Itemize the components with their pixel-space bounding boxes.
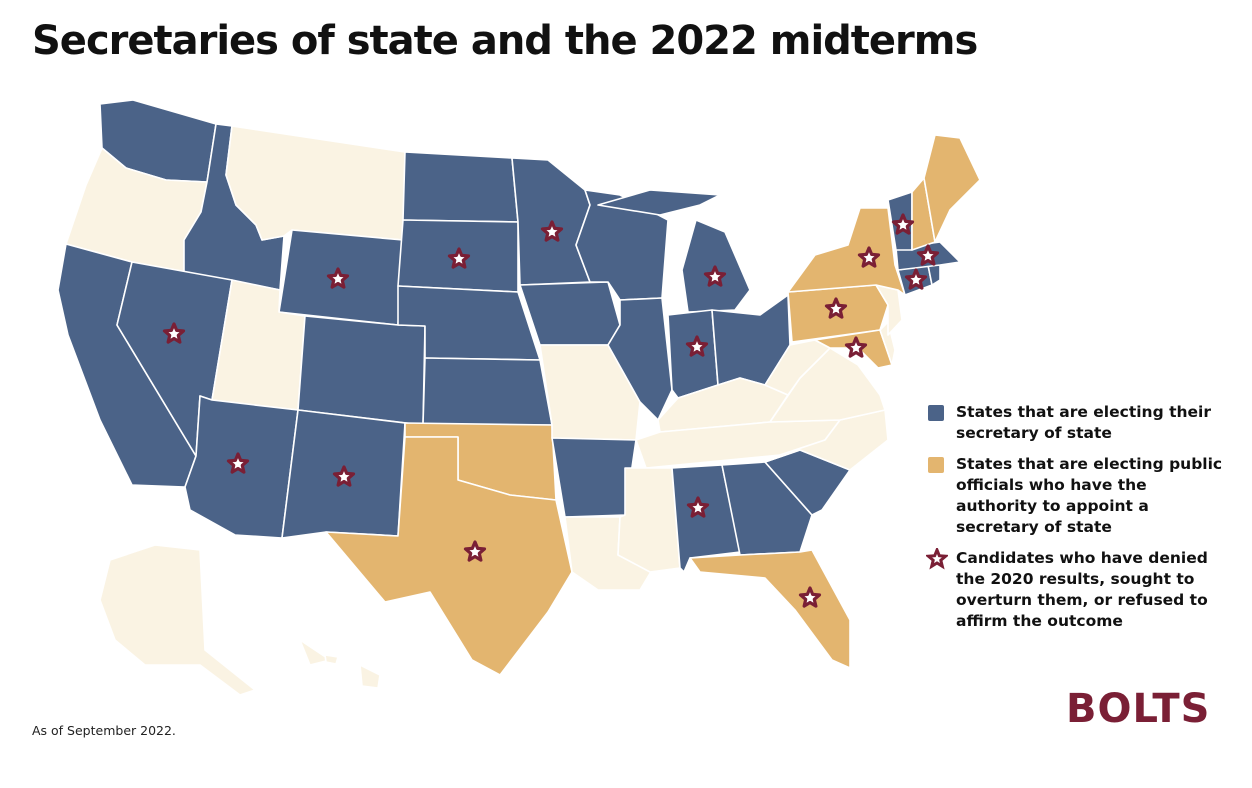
- star-icon: [926, 548, 948, 570]
- legend-item-electing-sos: States that are electing their secretary…: [928, 402, 1228, 444]
- legend-label: Candidates who have denied the 2020 resu…: [956, 549, 1208, 630]
- legend-swatch-electing-appointer: [928, 457, 944, 473]
- state-IA: [519, 281, 621, 346]
- state-MT: [225, 125, 406, 241]
- star-icon-SD: [447, 247, 471, 269]
- legend-label: States that are electing public official…: [956, 455, 1223, 536]
- star-icon-TX: [463, 540, 487, 562]
- star-icon-NV: [162, 322, 186, 344]
- star-icon-FL: [798, 586, 822, 608]
- star-icon-AL: [686, 496, 710, 518]
- star-icon-IN: [685, 335, 709, 357]
- page-title: Secretaries of state and the 2022 midter…: [32, 18, 978, 64]
- star-icon-CT: [904, 268, 928, 290]
- star-icon-MA: [916, 244, 940, 266]
- state-AR: [551, 437, 637, 518]
- state-KS: [422, 357, 553, 426]
- state-HI: [324, 654, 381, 689]
- state-MS: [617, 467, 681, 573]
- state-ME: [923, 134, 981, 243]
- state-TX: [325, 436, 573, 676]
- legend-label: States that are electing their secretary…: [956, 403, 1211, 442]
- state-ND: [402, 151, 519, 223]
- legend-item-electing-appointer: States that are electing public official…: [928, 454, 1228, 538]
- state-NY: [787, 207, 906, 296]
- star-icon-WY: [326, 267, 350, 289]
- star-icon-MI: [703, 265, 727, 287]
- state-NC: [764, 409, 889, 471]
- state-CO: [297, 315, 426, 426]
- legend: States that are electing their secretary…: [926, 402, 1228, 642]
- state-FL: [689, 549, 851, 669]
- star-icon-NY: [857, 246, 881, 268]
- star-icon-PA: [824, 297, 848, 319]
- legend-swatch-electing-sos: [928, 405, 944, 421]
- star-icon-AZ: [226, 452, 250, 474]
- star-icon-VT: [891, 213, 915, 235]
- footnote: As of September 2022.: [32, 723, 176, 738]
- state-AK: [99, 544, 331, 696]
- state-DE: [879, 321, 896, 366]
- legend-item-denier-star: Candidates who have denied the 2020 resu…: [926, 548, 1228, 632]
- state-IL: [607, 297, 673, 421]
- bolts-logo: BOLTS: [1066, 686, 1211, 732]
- star-icon-MN: [540, 220, 564, 242]
- star-icon-NM: [332, 465, 356, 487]
- star-icon-MD: [844, 336, 868, 358]
- state-GA: [721, 461, 813, 556]
